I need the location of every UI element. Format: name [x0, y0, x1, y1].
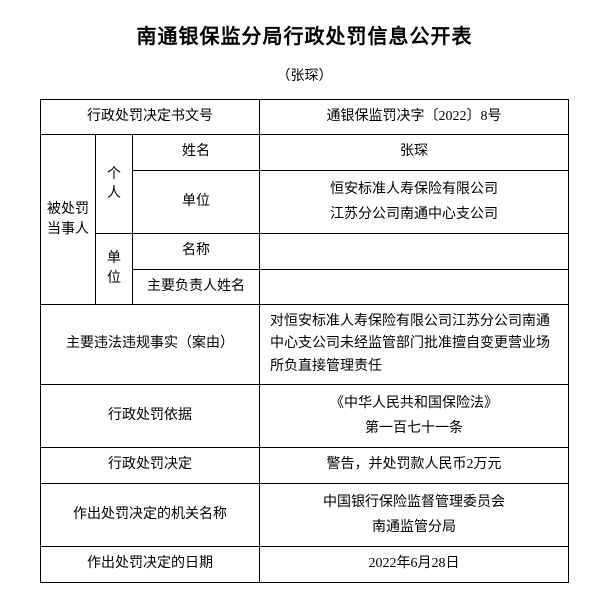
unit-value: 恒安标准人寿保险有限公司 江苏分公司南通中心支公司 — [260, 170, 569, 233]
unit-label-individual: 单位 — [133, 170, 260, 233]
basis-label: 行政处罚依据 — [41, 385, 260, 448]
org-person-value — [260, 269, 569, 304]
penalty-table: 行政处罚决定书文号 通银保监罚决字〔2022〕8号 被处罚当事人 个人 姓名 张… — [40, 99, 569, 583]
authority-label: 作出处罚决定的机关名称 — [41, 483, 260, 546]
page-subtitle: （张琛） — [40, 65, 569, 85]
table-row: 行政处罚决定 警告，并处罚款人民币2万元 — [41, 448, 569, 483]
doc-number-label: 行政处罚决定书文号 — [41, 100, 260, 135]
org-label: 单位 — [96, 234, 133, 305]
individual-label: 个人 — [96, 135, 133, 234]
table-row: 单位 名称 — [41, 234, 569, 269]
decision-label: 行政处罚决定 — [41, 448, 260, 483]
name-label: 姓名 — [133, 135, 260, 170]
table-row: 行政处罚决定书文号 通银保监罚决字〔2022〕8号 — [41, 100, 569, 135]
date-label: 作出处罚决定的日期 — [41, 547, 260, 582]
table-row: 作出处罚决定的日期 2022年6月28日 — [41, 547, 569, 582]
table-row: 作出处罚决定的机关名称 中国银行保险监督管理委员会 南通监管分局 — [41, 483, 569, 546]
page-title: 南通银保监分局行政处罚信息公开表 — [40, 20, 569, 49]
table-row: 被处罚当事人 个人 姓名 张琛 — [41, 135, 569, 170]
org-name-label: 名称 — [133, 234, 260, 269]
org-person-label: 主要负责人姓名 — [133, 269, 260, 304]
doc-number-value: 通银保监罚决字〔2022〕8号 — [260, 100, 569, 135]
table-row: 行政处罚依据 《中华人民共和国保险法》 第一百七十一条 — [41, 385, 569, 448]
fact-value: 对恒安标准人寿保险有限公司江苏分公司南通中心支公司未经监管部门批准擅自变更营业场… — [260, 304, 569, 384]
fact-label: 主要违法违规事实（案由） — [41, 304, 260, 384]
authority-value: 中国银行保险监督管理委员会 南通监管分局 — [260, 483, 569, 546]
date-value: 2022年6月28日 — [260, 547, 569, 582]
org-name-value — [260, 234, 569, 269]
table-row: 主要违法违规事实（案由） 对恒安标准人寿保险有限公司江苏分公司南通中心支公司未经… — [41, 304, 569, 384]
basis-value: 《中华人民共和国保险法》 第一百七十一条 — [260, 385, 569, 448]
decision-value: 警告，并处罚款人民币2万元 — [260, 448, 569, 483]
name-value: 张琛 — [260, 135, 569, 170]
party-label: 被处罚当事人 — [41, 135, 96, 305]
